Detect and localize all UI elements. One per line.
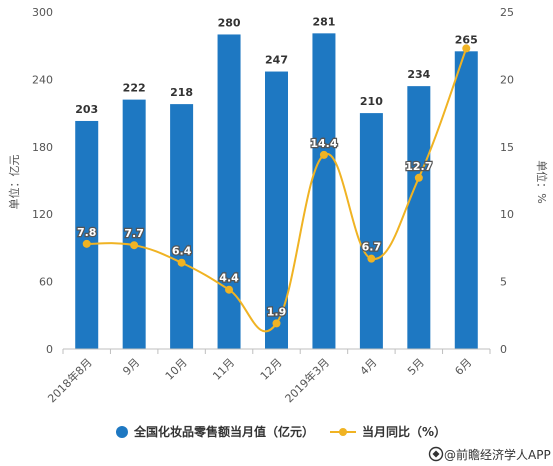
y-axis-right-title: 单位：%	[535, 160, 549, 203]
x-tick-label-6: 4月	[358, 356, 380, 378]
bar-value-label-0: 203	[75, 103, 98, 116]
bar-labels-layer: 203 222 218 280 247 281 210 234 265	[75, 15, 478, 116]
bar-value-label-8: 265	[455, 33, 478, 46]
yoy-value-label-1: 7.7	[124, 227, 144, 240]
bar-4	[265, 71, 288, 349]
y-right-tick-label-5: 25	[500, 6, 514, 19]
legend-line-marker-dot	[339, 428, 347, 436]
y-left-tick-label-0: 0	[46, 343, 53, 356]
bar-1	[122, 99, 146, 350]
yoy-point-8	[462, 44, 471, 53]
x-tick-label-0: 2018年8月	[45, 355, 95, 405]
bar-5	[312, 33, 336, 350]
bar-7	[407, 86, 431, 349]
x-tick-label-3: 11月	[210, 356, 237, 383]
bar-2	[170, 104, 194, 349]
x-tick-label-1: 9月	[120, 356, 142, 378]
bar-value-label-5: 281	[312, 15, 335, 28]
y-right-tick-label-2: 10	[500, 208, 514, 221]
x-tick-label-5: 2019年3月	[282, 355, 332, 405]
legend-line-label: 当月同比（%）	[362, 424, 446, 439]
bars-layer	[75, 33, 478, 350]
y-right-tick-label-4: 20	[500, 73, 514, 86]
x-tick-label-4: 12月	[258, 356, 285, 383]
y-left-tick-label-2: 120	[32, 208, 53, 221]
source-attribution: @前瞻经济学人APP	[428, 446, 551, 462]
yoy-value-label-4: 1.9	[267, 305, 287, 318]
legend-bar-marker	[116, 426, 128, 438]
x-tick-label-7: 5月	[405, 356, 427, 378]
yoy-point-0	[82, 239, 91, 248]
bar-value-label-7: 234	[407, 68, 430, 81]
line-layer	[82, 44, 471, 333]
y-left-tick-label-3: 180	[32, 141, 53, 154]
bar-value-label-6: 210	[360, 95, 383, 108]
yoy-point-1	[130, 241, 139, 250]
yoy-value-label-3: 4.4	[219, 272, 239, 285]
x-tick-label-2: 10月	[163, 356, 190, 383]
bar-value-label-4: 247	[265, 54, 288, 67]
y-left-tick-label-4: 240	[32, 73, 53, 86]
qianzhan-logo-icon	[428, 446, 444, 462]
yoy-value-label-7: 12.7	[405, 160, 432, 173]
y-left-tick-label-5: 300	[32, 6, 53, 19]
bar-6	[359, 113, 383, 349]
y-right-tick-label-1: 5	[500, 276, 507, 289]
yoy-point-4	[272, 319, 281, 328]
yoy-line	[86, 48, 468, 333]
yoy-value-label-2: 6.4	[172, 245, 192, 258]
yoy-point-7	[414, 173, 423, 182]
yoy-point-5	[319, 150, 328, 159]
y-axis-left-title: 单位：亿元	[7, 155, 21, 210]
bar-value-label-2: 218	[170, 86, 193, 99]
legend-bar-label: 全国化妆品零售额当月值（亿元）	[133, 424, 314, 439]
yoy-point-2	[177, 258, 186, 267]
bar-value-label-3: 280	[218, 16, 241, 29]
y-right-tick-label-3: 15	[500, 141, 514, 154]
bar-value-label-1: 222	[123, 82, 146, 95]
y-left-tick-label-1: 60	[39, 276, 53, 289]
y-right-tick-label-0: 0	[500, 343, 507, 356]
bar-0	[75, 120, 99, 349]
yoy-value-label-6: 6.7	[362, 241, 382, 254]
line-labels-layer: 7.8 7.7 6.4 4.4 1.9 14.4 6.7 12.7	[76, 136, 434, 320]
yoy-point-3	[225, 285, 234, 294]
legend: 全国化妆品零售额当月值（亿元） 当月同比（%）	[116, 424, 446, 439]
yoy-point-6	[367, 254, 376, 263]
x-tick-label-8: 6月	[452, 356, 474, 378]
bar-3	[217, 34, 241, 349]
source-text: @前瞻经济学人APP	[444, 447, 551, 462]
bar-8	[454, 51, 478, 350]
yoy-value-label-5: 14.4	[310, 137, 337, 150]
yoy-value-label-0: 7.8	[77, 226, 97, 239]
